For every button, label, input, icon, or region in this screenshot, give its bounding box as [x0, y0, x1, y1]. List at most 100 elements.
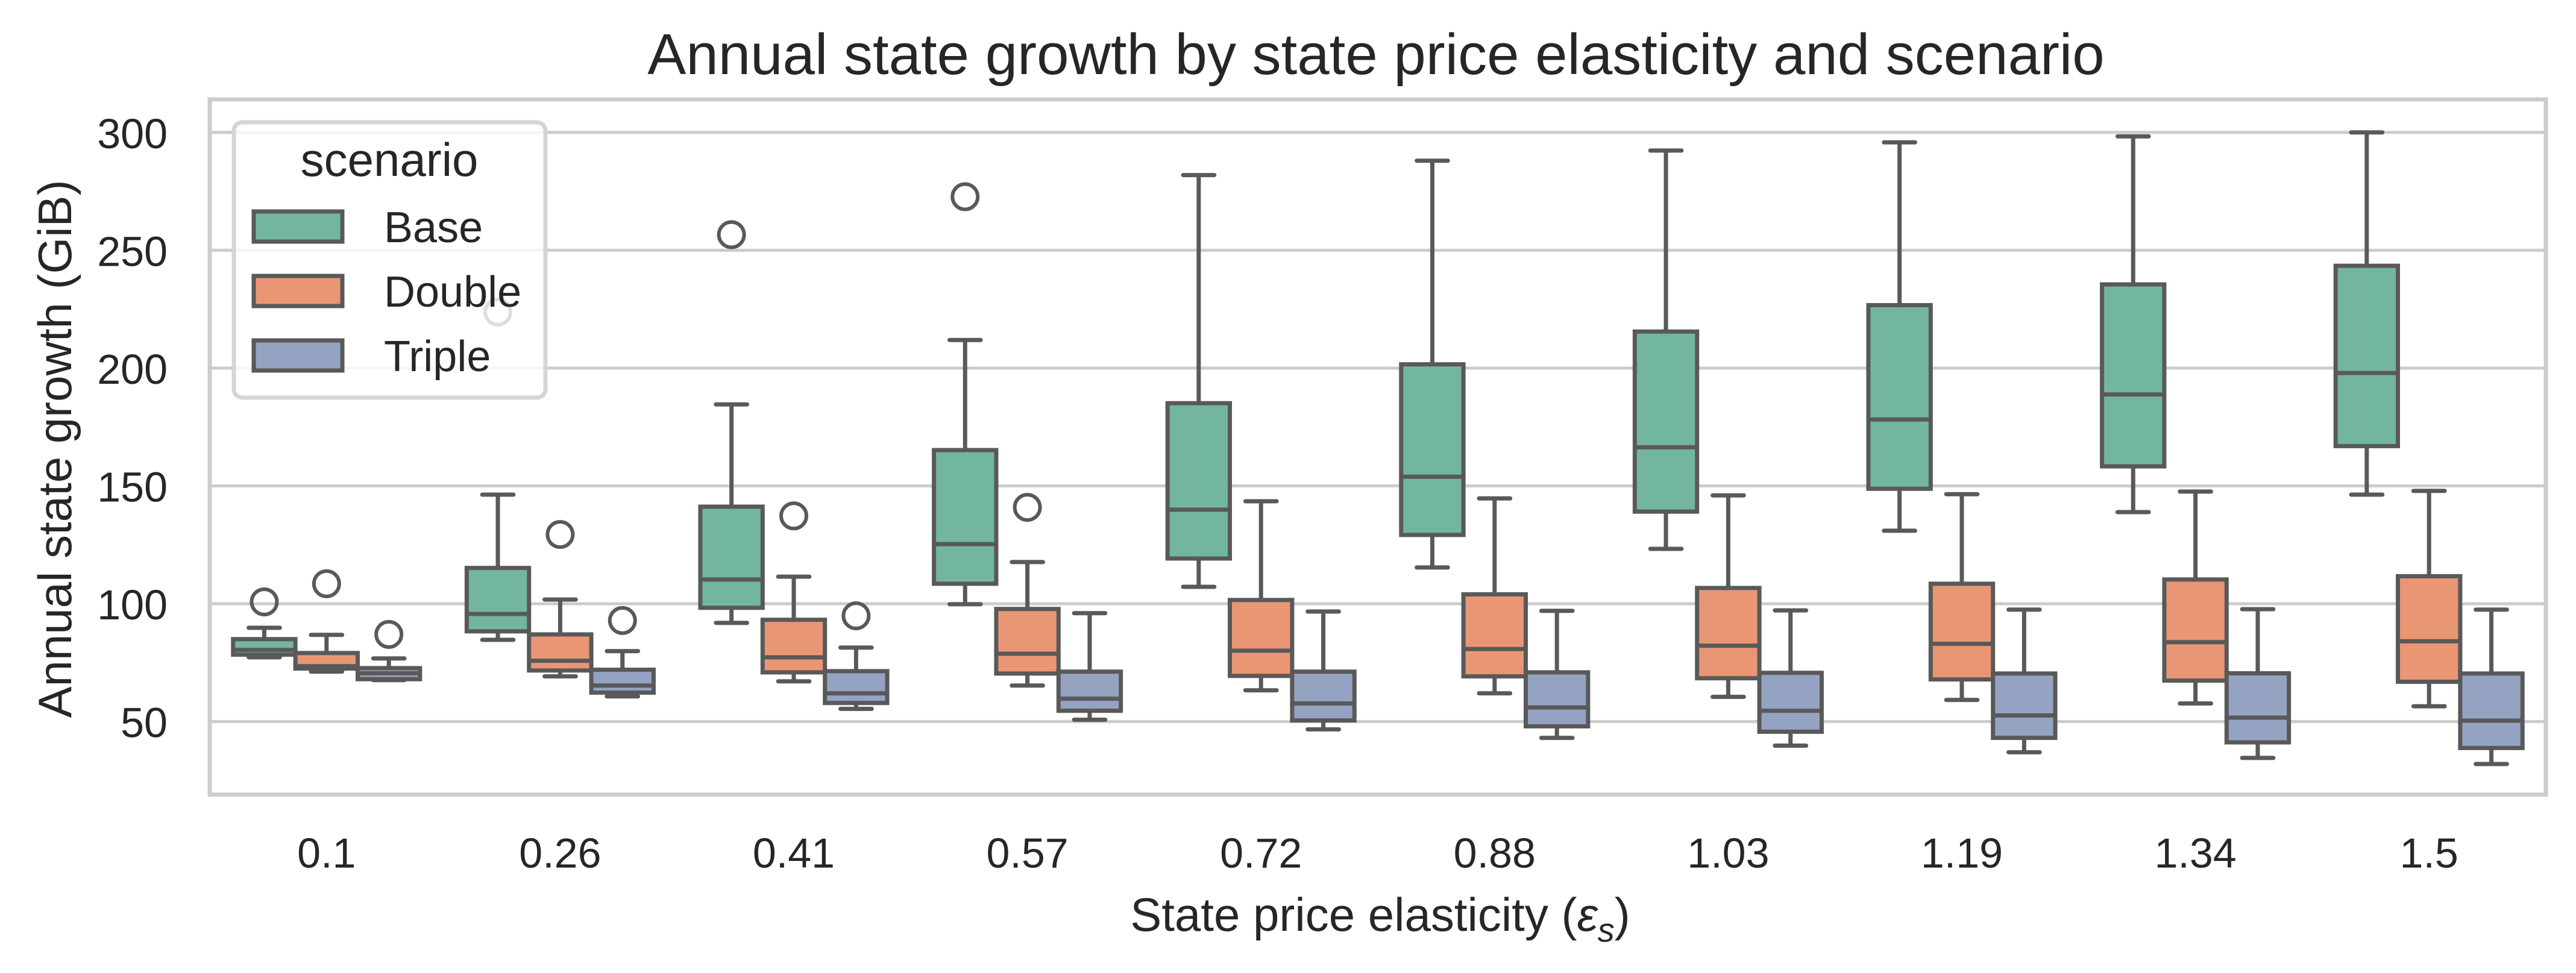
outlier-point — [950, 182, 980, 211]
x-tick-label: 0.57 — [986, 830, 1068, 877]
iqr-box — [1695, 586, 1762, 681]
iqr-box — [2396, 574, 2463, 684]
legend-item-double: Double — [251, 268, 521, 316]
box-double-1.34 — [2162, 489, 2229, 706]
legend-label: Base — [384, 204, 483, 252]
box-double-0.41 — [760, 501, 828, 684]
box-base-1.19 — [1866, 140, 1933, 533]
legend-swatch — [251, 209, 345, 244]
series-triple — [355, 601, 2525, 766]
y-tick-label: 200 — [97, 346, 168, 393]
iqr-box — [1165, 401, 1233, 561]
iqr-box — [589, 668, 656, 695]
outlier-point — [545, 520, 575, 549]
iqr-box — [1523, 670, 1591, 729]
y-tick-label: 250 — [97, 228, 168, 275]
box-triple-0.26 — [589, 605, 656, 699]
legend-title: scenario — [301, 133, 479, 186]
outlier-point — [374, 619, 404, 649]
outlier-point — [841, 601, 871, 631]
epsilon-symbol: ε — [1577, 888, 1599, 941]
iqr-box — [2333, 263, 2401, 448]
y-tick-label: 300 — [97, 110, 168, 157]
iqr-box — [527, 632, 594, 673]
gridlines — [210, 131, 2546, 724]
legend-item-base: Base — [251, 204, 483, 252]
box-base-0.41 — [698, 220, 765, 625]
box-base-0.1 — [231, 587, 298, 660]
iqr-box — [1290, 669, 1357, 723]
legend-swatch — [251, 338, 345, 373]
outlier-point — [779, 501, 808, 531]
y-tick-label: 100 — [97, 581, 168, 628]
box-triple-1.5 — [2458, 607, 2525, 766]
iqr-box — [464, 566, 532, 634]
outlier-point — [312, 569, 341, 598]
x-tick-labels: 0.1 0.26 0.41 0.57 0.72 0.88 1.03 1.19 1.34 1.5 — [297, 830, 2458, 877]
chart-title: Annual state growth by state price elast… — [647, 22, 2104, 87]
box-base-1.03 — [1632, 148, 1700, 551]
box-double-0.57 — [994, 493, 1061, 688]
box-base-0.57 — [932, 182, 999, 607]
subscript-s: s — [1598, 911, 1615, 949]
box-double-1.5 — [2396, 489, 2463, 709]
iqr-box — [932, 448, 999, 586]
y-tick-labels: 50 100 150 200 250 300 — [97, 110, 168, 746]
iqr-box — [2100, 282, 2167, 469]
x-tick-label: 1.19 — [1921, 830, 2003, 877]
plot-frame — [207, 97, 2548, 797]
x-tick-label: 0.26 — [519, 830, 601, 877]
box-triple-0.57 — [1056, 611, 1123, 722]
iqr-box — [1991, 671, 2058, 740]
x-tick-label: 0.72 — [1220, 830, 1302, 877]
legend: scenario Base Double Triple — [231, 120, 548, 400]
box-base-0.88 — [1399, 158, 1466, 570]
box-base-0.26 — [464, 297, 532, 642]
box-series — [231, 130, 2525, 766]
iqr-box — [1056, 669, 1123, 713]
box-double-1.19 — [1928, 492, 1996, 702]
box-triple-0.1 — [355, 619, 423, 683]
iqr-box — [1757, 671, 1824, 734]
box-double-0.88 — [1461, 496, 1528, 696]
legend-item-triple: Triple — [251, 333, 491, 381]
iqr-box — [994, 607, 1061, 676]
iqr-box — [2224, 671, 2292, 745]
box-base-0.72 — [1165, 173, 1233, 589]
iqr-box — [1228, 598, 1295, 678]
x-tick-label: 1.03 — [1687, 830, 1769, 877]
legend-frame — [231, 120, 548, 400]
outlier-point — [608, 605, 637, 635]
x-tick-label: 1.34 — [2154, 830, 2236, 877]
iqr-box — [1461, 592, 1528, 679]
y-tick-label: 150 — [97, 464, 168, 511]
iqr-box — [231, 637, 298, 657]
x-tick-label: 0.1 — [297, 830, 356, 877]
iqr-box — [1399, 362, 1466, 537]
iqr-box — [1632, 329, 1700, 514]
box-triple-1.34 — [2224, 607, 2292, 760]
legend-swatch — [251, 274, 345, 308]
box-triple-1.19 — [1991, 607, 2058, 755]
y-axis-label: Annual state growth (GiB) — [28, 180, 81, 718]
box-triple-0.72 — [1290, 609, 1357, 732]
x-axis-label: State price elasticity (εs) — [1130, 888, 1630, 949]
legend-label: Double — [384, 268, 521, 316]
x-tick-label: 0.41 — [753, 830, 835, 877]
x-axis-label-text: State price elasticity ( — [1130, 888, 1577, 941]
box-double-0.1 — [293, 569, 360, 674]
outlier-point — [1013, 493, 1042, 522]
iqr-box — [2458, 671, 2525, 751]
outlier-point — [717, 220, 746, 249]
box-double-0.26 — [527, 520, 594, 679]
iqr-box — [698, 504, 765, 610]
box-double-1.03 — [1695, 493, 1762, 699]
box-base-1.34 — [2100, 134, 2167, 515]
box-triple-0.88 — [1523, 609, 1591, 740]
x-tick-label: 1.5 — [2400, 830, 2458, 877]
y-tick-label: 50 — [121, 699, 168, 746]
outlier-point — [250, 587, 279, 617]
box-triple-0.41 — [823, 601, 890, 712]
series-double — [293, 489, 2463, 709]
